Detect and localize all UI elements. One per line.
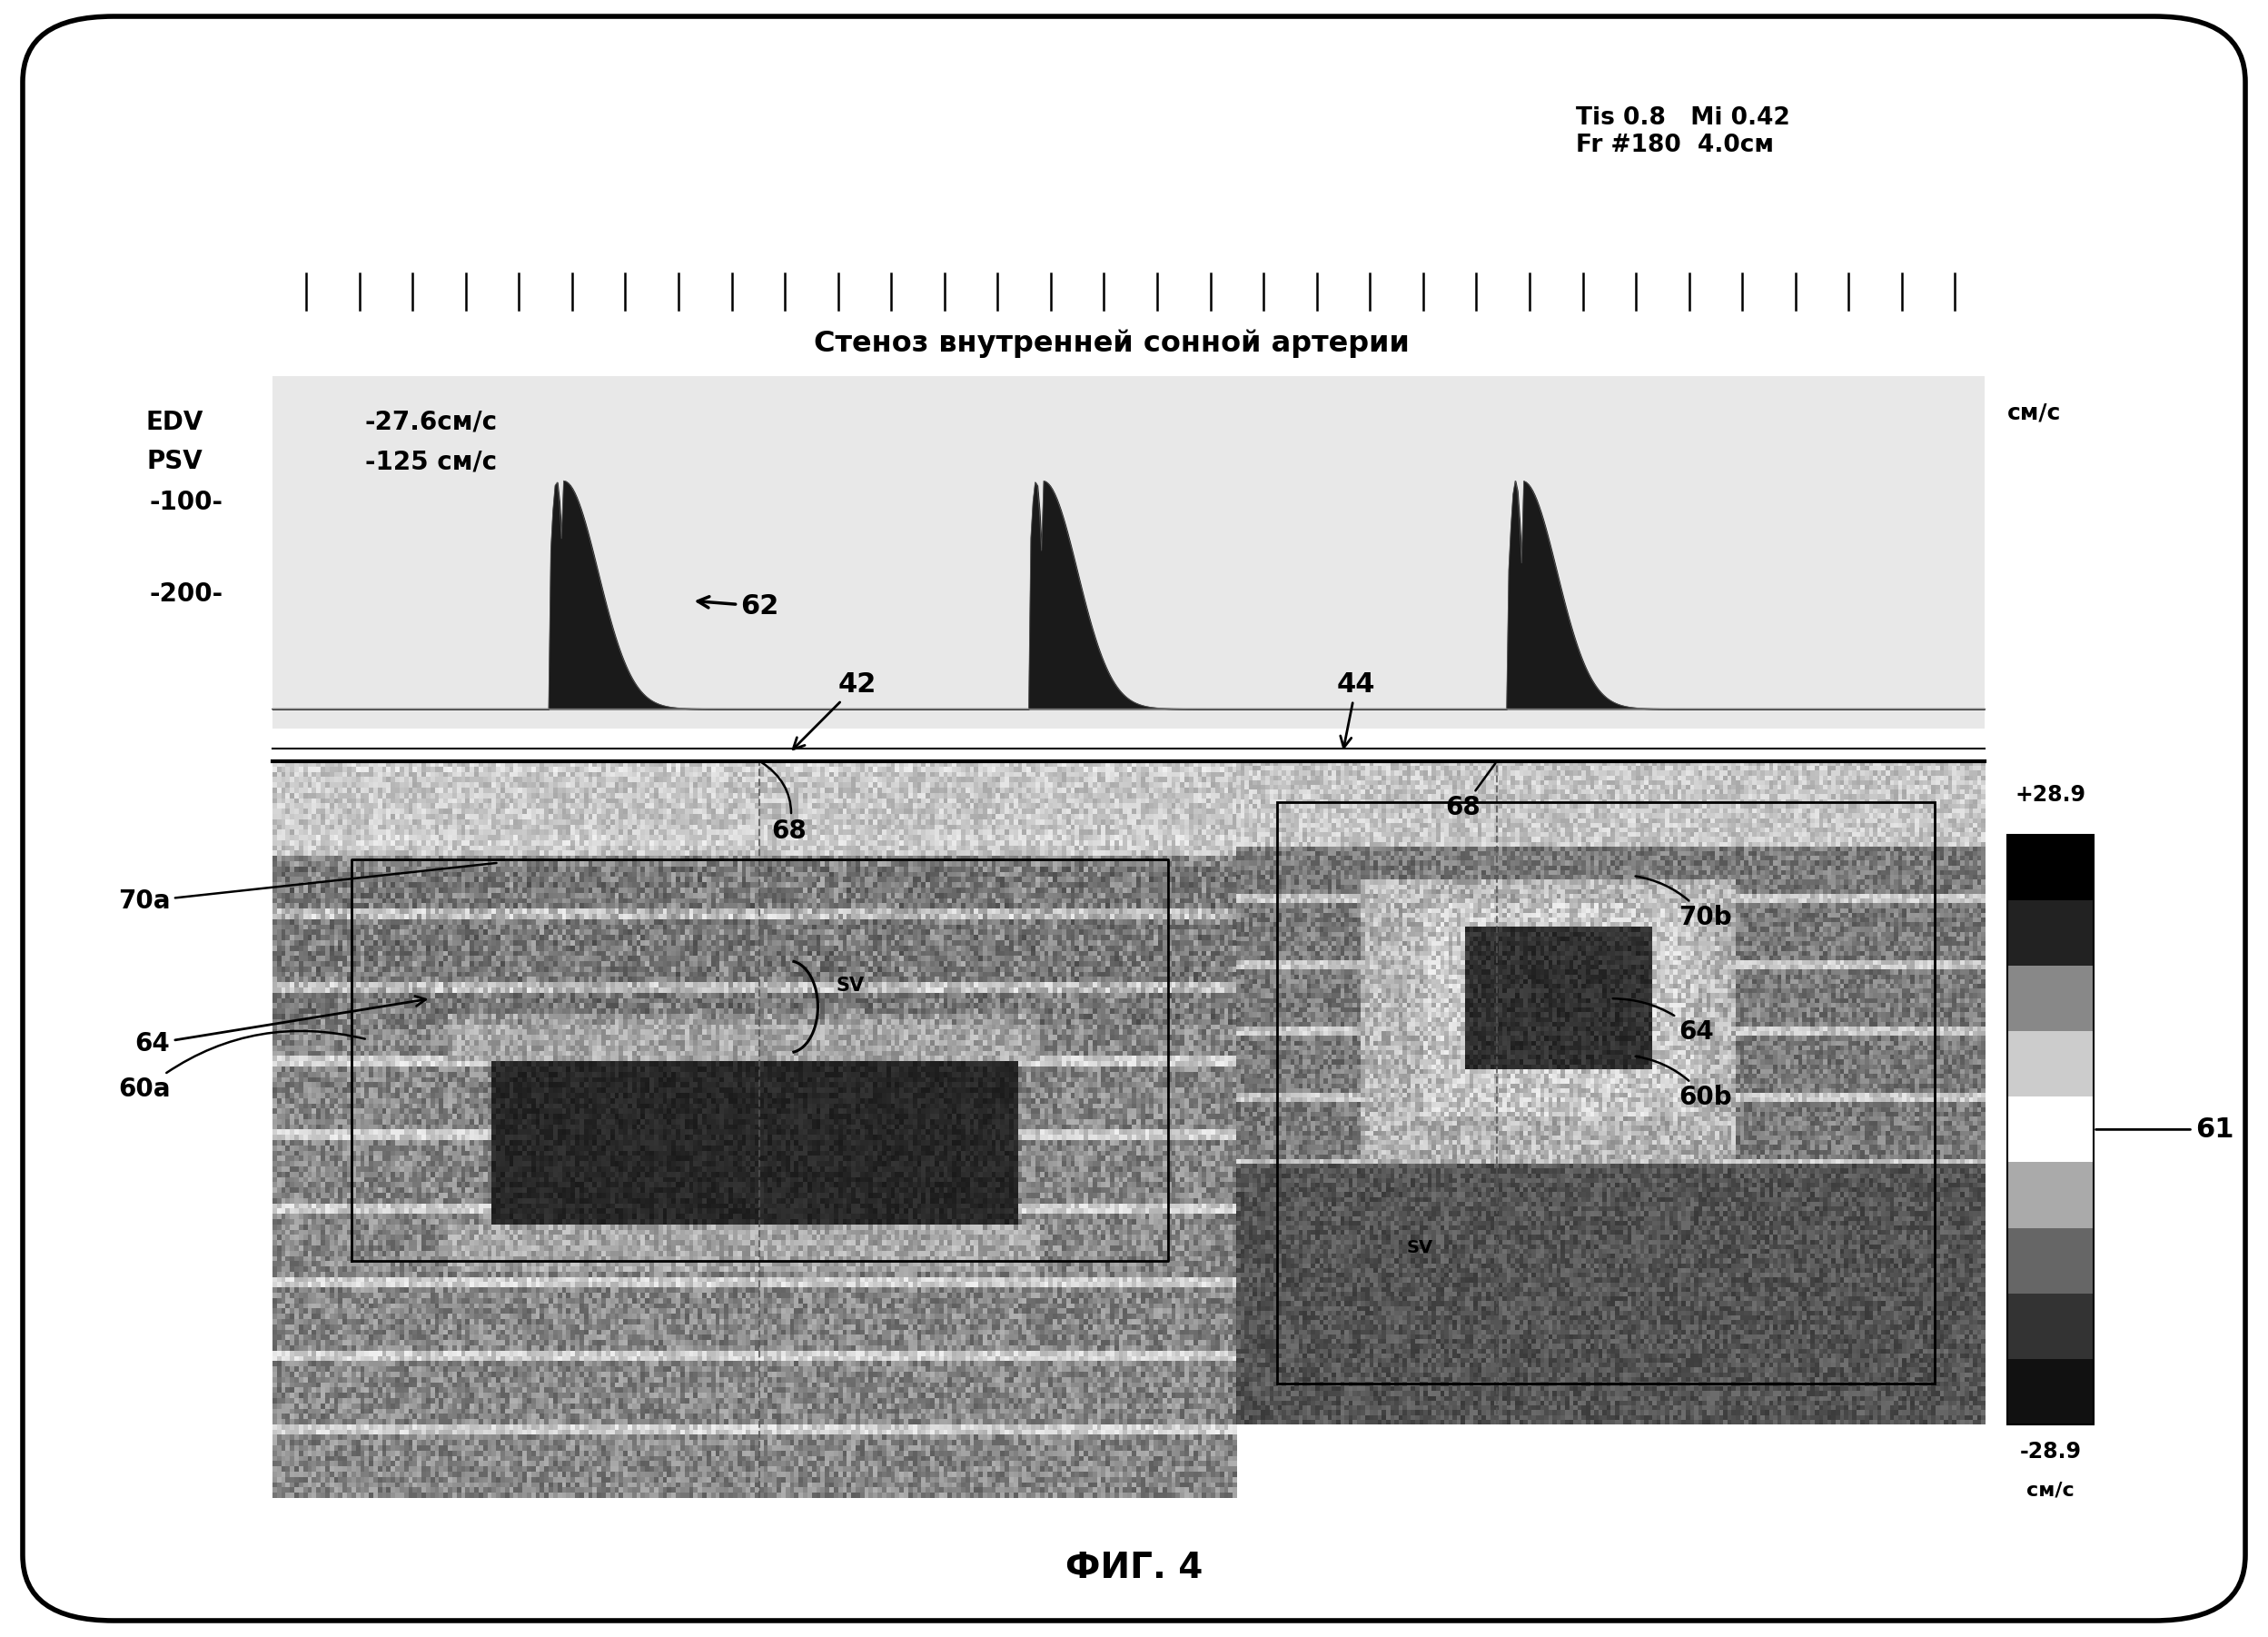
Text: -100-: -100- <box>150 489 222 516</box>
Bar <box>2007 1228 2093 1293</box>
Text: -125 см/с: -125 см/с <box>365 449 497 475</box>
Text: -28.9: -28.9 <box>2019 1441 2082 1462</box>
Bar <box>2007 900 2093 966</box>
Bar <box>2007 1031 2093 1097</box>
Text: 44: 44 <box>1336 671 1377 748</box>
Text: 70b: 70b <box>1635 876 1730 930</box>
Text: Стеноз внутренней сонной артерии: Стеноз внутренней сонной артерии <box>814 329 1408 359</box>
Bar <box>2007 1293 2093 1359</box>
Text: 42: 42 <box>794 671 875 750</box>
Text: SV: SV <box>1406 1239 1433 1256</box>
Text: 64: 64 <box>1613 999 1715 1044</box>
Bar <box>1277 802 1935 1383</box>
Text: 60b: 60b <box>1635 1056 1730 1110</box>
Text: +28.9: +28.9 <box>2014 784 2087 805</box>
Bar <box>2007 1097 2093 1162</box>
Text: 70a: 70a <box>118 863 497 913</box>
Bar <box>2007 1162 2093 1228</box>
Bar <box>2007 835 2093 900</box>
Text: 61: 61 <box>2096 1116 2234 1143</box>
Text: 60a: 60a <box>118 1031 365 1102</box>
FancyBboxPatch shape <box>23 16 2245 1621</box>
Text: 68: 68 <box>762 763 807 843</box>
Text: EDV: EDV <box>145 409 204 435</box>
Text: -200-: -200- <box>150 581 222 607</box>
Text: см/с: см/с <box>2007 401 2062 424</box>
Text: SV: SV <box>837 976 864 995</box>
Bar <box>2007 1359 2093 1424</box>
Text: -27.6см/с: -27.6см/с <box>365 409 497 435</box>
Bar <box>272 377 1984 728</box>
Bar <box>2007 835 2093 1424</box>
Text: см/с: см/с <box>2025 1481 2075 1499</box>
Bar <box>2007 966 2093 1031</box>
Text: 64: 64 <box>134 995 426 1056</box>
Text: PSV: PSV <box>147 449 202 475</box>
Text: Tis 0.8   Mi 0.42
Fr #180  4.0см: Tis 0.8 Mi 0.42 Fr #180 4.0см <box>1576 106 1789 157</box>
Text: 62: 62 <box>699 593 778 619</box>
Text: ФИГ. 4: ФИГ. 4 <box>1066 1550 1202 1586</box>
Text: 68: 68 <box>1445 763 1495 820</box>
